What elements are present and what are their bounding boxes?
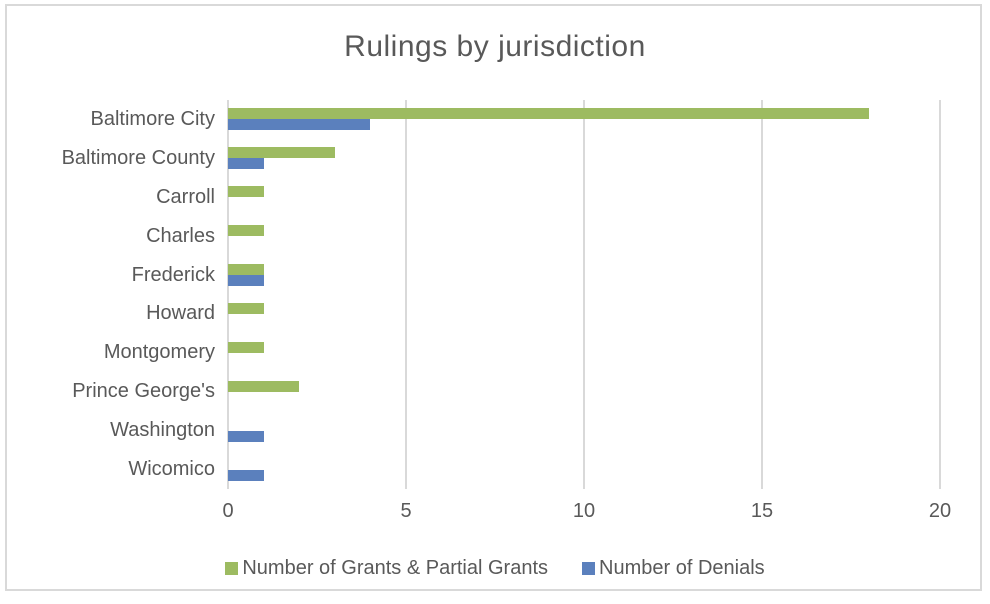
denials-bar-slot [228, 430, 940, 442]
denials-bar-slot [228, 236, 940, 247]
denials-bar [228, 430, 264, 442]
grants-bar [228, 302, 264, 314]
gridline [405, 100, 407, 489]
denials-bar [228, 119, 371, 131]
denials-bar-slot [228, 392, 940, 403]
grants-bar [228, 380, 300, 392]
gridline [761, 100, 763, 489]
category-row: Washington [0, 411, 940, 450]
category-label: Carroll [156, 185, 215, 208]
grants-bar [228, 341, 264, 353]
denials-bar [228, 158, 264, 170]
category-row: Frederick [0, 256, 940, 295]
grants-bar-slot [228, 147, 940, 159]
denials-bar-slot [228, 469, 940, 481]
chart-border [5, 4, 982, 591]
denials-bar-slot [228, 353, 940, 364]
legend-item-grants: Number of Grants & Partial Grants [225, 557, 548, 580]
bar-group [228, 372, 940, 411]
bar-group [228, 295, 940, 334]
category-row: Baltimore City [0, 100, 940, 139]
grants-bar [228, 264, 264, 276]
grants-bar-slot [228, 186, 940, 198]
x-tick-label: 10 [572, 500, 596, 522]
grants-bar-slot [228, 459, 940, 470]
category-label: Baltimore County [61, 146, 215, 169]
category-row: Wicomico [0, 450, 940, 489]
denials-bar-slot [228, 275, 940, 287]
bar-group [228, 256, 940, 295]
grants-bar [228, 147, 335, 159]
grants-bar-slot [228, 264, 940, 276]
x-tick-label: 5 [400, 500, 412, 522]
category-label: Montgomery [103, 341, 215, 364]
bar-group [228, 100, 940, 139]
category-row: Baltimore County [0, 139, 940, 178]
bar-rows: Baltimore City Baltimore County Carroll Cha… [0, 100, 940, 489]
category-row: Prince George's [0, 372, 940, 411]
legend-swatch-grants [225, 562, 239, 575]
gridline [939, 100, 941, 489]
denials-bar-slot [228, 119, 940, 131]
category-row: Howard [0, 295, 940, 334]
denials-bar [228, 275, 264, 287]
grants-bar-slot [228, 302, 940, 314]
denials-bar-slot [228, 314, 940, 325]
x-tick-label: 20 [928, 500, 952, 522]
grants-bar-slot [228, 380, 940, 392]
denials-bar-slot [228, 197, 940, 208]
denials-bar-slot [228, 158, 940, 170]
category-label: Prince George's [72, 380, 215, 403]
legend-label-denials: Number of Denials [599, 557, 765, 579]
legend: Number of Grants & Partial Grants Number … [0, 557, 990, 580]
category-label: Baltimore City [90, 107, 215, 130]
bar-group [228, 411, 940, 450]
grants-bar [228, 186, 264, 198]
bar-group [228, 333, 940, 372]
legend-label-grants: Number of Grants & Partial Grants [242, 557, 549, 579]
chart-title: Rulings by jurisdiction [344, 30, 646, 63]
legend-swatch-denials [582, 562, 596, 575]
legend-item-denials: Number of Denials [582, 557, 765, 580]
category-row: Carroll [0, 178, 940, 217]
bar-group [228, 450, 940, 489]
bar-group [228, 139, 940, 178]
gridline [583, 100, 585, 489]
bar-group [228, 217, 940, 256]
category-label: Washington [110, 419, 215, 442]
grants-bar [228, 225, 264, 237]
denials-bar [228, 469, 264, 481]
category-label: Charles [146, 224, 215, 247]
grants-bar [228, 108, 869, 120]
grants-bar-slot [228, 225, 940, 237]
plot-area [227, 100, 941, 489]
grants-bar-slot [228, 108, 940, 120]
category-label: Frederick [131, 263, 215, 286]
category-row: Charles [0, 217, 940, 256]
x-tick-label: 15 [750, 500, 774, 522]
bar-group [228, 178, 940, 217]
x-tick-label: 0 [222, 500, 234, 522]
grants-bar-slot [228, 420, 940, 431]
grants-bar-slot [228, 341, 940, 353]
category-label: Wicomico [128, 458, 215, 481]
y-axis-line [227, 100, 229, 489]
x-axis-ticks: 0 5 10 15 20 [0, 500, 990, 526]
category-label: Howard [146, 302, 215, 325]
category-row: Montgomery [0, 333, 940, 372]
